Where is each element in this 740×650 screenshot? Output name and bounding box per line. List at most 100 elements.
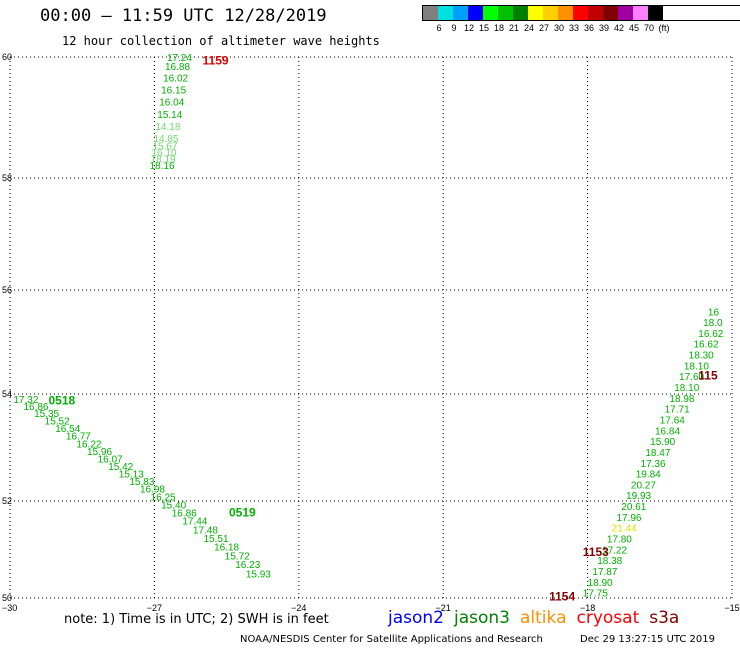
latitude-ticks: 50 52 54 56 58 60	[2, 52, 12, 603]
footer-credit: NOAA/NESDIS Center for Satellite Applica…	[240, 634, 543, 645]
wave-height-label: 17.32	[13, 395, 38, 406]
wave-height-label: 16.84	[655, 426, 680, 437]
wave-height-label: 16.02	[163, 74, 188, 85]
wave-height-label: 17.22	[602, 545, 627, 556]
legend-label: 33	[568, 23, 580, 33]
wave-height-label: 17.64	[660, 415, 685, 426]
longitude-tick-label: −18	[580, 603, 595, 613]
wave-height-label: 16.77	[66, 432, 91, 443]
wave-height-label: 15.42	[108, 462, 133, 473]
longitude-tick-label: −21	[436, 603, 451, 613]
wave-height-label: 15.90	[650, 437, 675, 448]
legend-unit: (ft)	[658, 23, 670, 33]
mission-legend: jason2 jason3 altika cryosat s3a	[388, 608, 689, 628]
wave-height-label: 15.96	[87, 447, 112, 458]
wave-height-label: 15.93	[246, 570, 271, 581]
mission-label: cryosat	[576, 608, 640, 628]
latitude-tick-label: 52	[2, 496, 12, 506]
track-east: 17.7518.9017.8718.3817.2217.8021.4417.96…	[549, 307, 724, 603]
graticule	[9, 56, 733, 599]
wave-height-label: 18.30	[689, 351, 714, 362]
legend-label: 42	[613, 23, 625, 33]
legend-swatch	[648, 6, 663, 20]
legend-swatch	[618, 6, 633, 20]
legend-swatch	[468, 6, 483, 20]
wave-height-label: 19.84	[636, 470, 661, 481]
mission-label: jason3	[454, 608, 510, 628]
legend-swatch	[543, 6, 558, 20]
latitude-tick-label: 56	[2, 285, 12, 295]
wave-height-label: 16.86	[172, 509, 197, 520]
legend-swatch	[528, 6, 543, 20]
wave-height-label: 17.71	[665, 405, 690, 416]
wave-height-label: 18.16	[150, 161, 175, 172]
wave-height-label: 16.25	[151, 492, 176, 503]
legend-swatch	[498, 6, 513, 20]
legend-label: 9	[451, 23, 457, 33]
longitude-tick-label: −15	[724, 603, 739, 613]
legend-swatch	[453, 6, 468, 20]
wave-height-label: 15.40	[161, 500, 186, 511]
wave-height-label: 16.15	[161, 85, 186, 96]
legend-label: 12	[463, 23, 475, 33]
wave-height-label: 16.18	[214, 543, 239, 554]
legend-label: 21	[508, 23, 520, 33]
wave-height-label: 17.87	[592, 567, 617, 578]
wave-height-label: 17.44	[182, 517, 207, 528]
legend-swatches	[422, 5, 740, 21]
legend-label: 36	[583, 23, 595, 33]
wave-height-label: 16.98	[140, 485, 165, 496]
wave-height-label: 16.07	[98, 454, 123, 465]
wave-height-label: 17.60	[679, 372, 704, 383]
legend-label: 18	[493, 23, 505, 33]
track-southwest: 17.3216.8615.3515.5216.5416.7716.2215.96…	[13, 393, 271, 580]
wave-height-label: 16.04	[159, 97, 184, 108]
legend-swatch	[513, 6, 528, 20]
legend-swatch	[558, 6, 573, 20]
legend-label: 27	[538, 23, 550, 33]
wave-height-label: 18.90	[588, 578, 613, 589]
wave-height-label: 17.80	[607, 534, 632, 545]
wave-height-label: 18.10	[674, 383, 699, 394]
legend-label: 70	[643, 23, 655, 33]
legend-label: 39	[598, 23, 610, 33]
wave-height-label: 15.35	[34, 409, 59, 420]
wave-height-label: 15.14	[157, 110, 182, 121]
wave-height-label: 18.98	[669, 394, 694, 405]
wave-height-label: 16.62	[698, 329, 723, 340]
wave-height-label: 21.44	[612, 524, 637, 535]
longitude-tick-label: −30	[2, 603, 17, 613]
wave-height-label: 18.47	[645, 448, 670, 459]
latitude-tick-label: 58	[2, 173, 12, 183]
mission-label: jason2	[388, 608, 444, 628]
wave-height-label: 15.67	[152, 142, 177, 153]
wave-height-label: 18.0	[703, 318, 723, 329]
legend-swatch	[438, 6, 453, 20]
wave-height-label: 14.85	[153, 134, 178, 145]
wave-height-label: 16.22	[76, 439, 101, 450]
wave-height-label: 16.88	[165, 62, 190, 73]
wave-height-label: 16.23	[235, 560, 260, 571]
mission-label: s3a	[649, 608, 680, 628]
wave-height-label: 16.10	[152, 148, 177, 159]
pass-time-label: 0518	[49, 393, 76, 407]
wave-height-label: 17.24	[167, 53, 192, 64]
legend-labels: 6 9 12 15 18 21 24 27 30 33 36 39 42 45 70 (ft)	[422, 21, 740, 33]
wave-height-label: 19.93	[626, 491, 651, 502]
pass-time-label: 1159	[203, 54, 229, 68]
legend-label: 6	[436, 23, 442, 33]
wave-height-label: 16	[708, 307, 720, 318]
legend-swatch	[633, 6, 648, 20]
footer-timestamp: Dec 29 13:27:15 UTC 2019	[580, 634, 715, 645]
wave-height-label: 16.54	[55, 424, 80, 435]
wave-height-label: 20.27	[631, 480, 656, 491]
wave-height-label: 15.83	[129, 477, 154, 488]
wave-height-label: 15.51	[203, 534, 228, 545]
wave-height-label: 15.13	[119, 470, 144, 481]
legend-swatch	[483, 6, 498, 20]
legend-label: 15	[478, 23, 490, 33]
pass-time-label: 1153	[583, 545, 609, 559]
wave-height-label: 16.86	[23, 402, 48, 413]
